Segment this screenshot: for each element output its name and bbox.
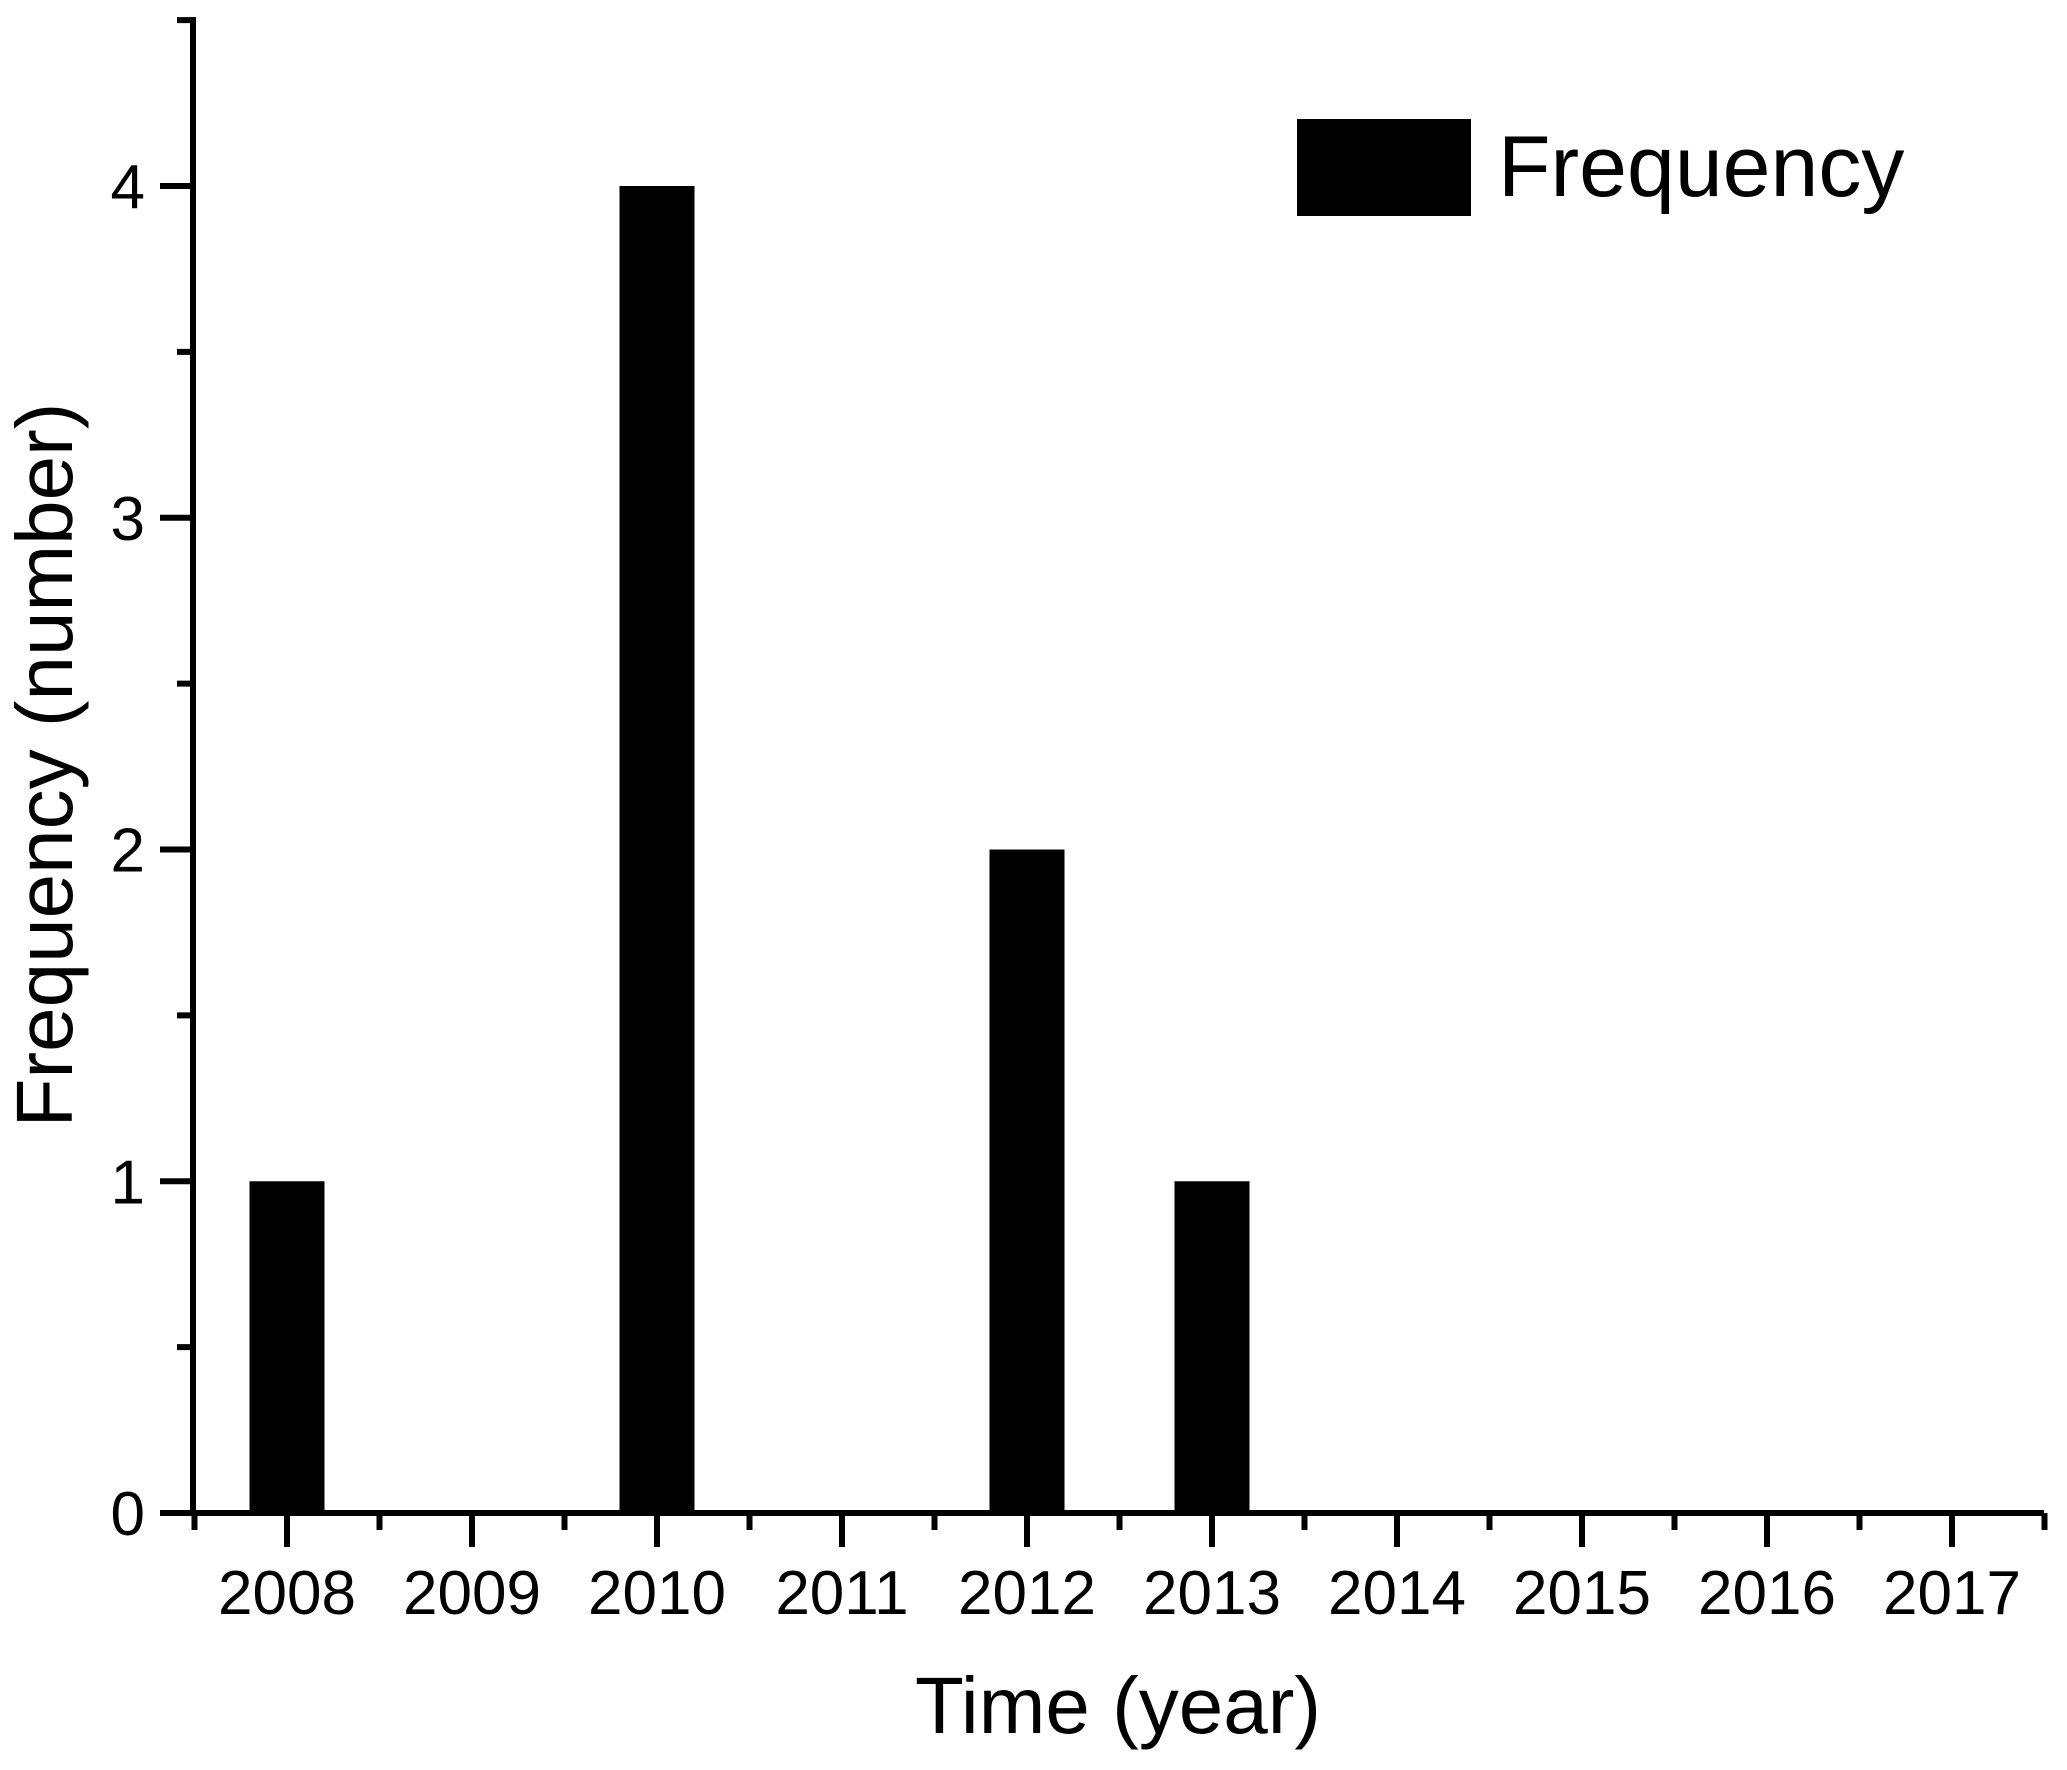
x-tick-label-2011: 2011	[775, 1559, 908, 1628]
y-tick-label-3: 3	[111, 485, 145, 554]
bars-group	[249, 186, 1250, 1513]
x-tick-label-2008: 2008	[218, 1559, 356, 1628]
x-tick-label-2013: 2013	[1143, 1559, 1281, 1628]
y-tick-label-2: 2	[111, 817, 145, 886]
x-tick-label-2010: 2010	[588, 1559, 726, 1628]
x-tick-label-2014: 2014	[1328, 1559, 1466, 1628]
y-tick-label-4: 4	[111, 153, 145, 222]
legend-swatch	[1297, 119, 1471, 216]
x-tick-label-2015: 2015	[1513, 1559, 1651, 1628]
bar-2013	[1174, 1181, 1250, 1513]
x-tick-label-2012: 2012	[958, 1559, 1096, 1628]
legend-label: Frequency	[1498, 119, 1904, 215]
x-tick-label-2009: 2009	[403, 1559, 541, 1628]
y-tick-label-0: 0	[111, 1480, 145, 1549]
bar-2012	[989, 849, 1065, 1513]
y-axis-title: Frequency (number)	[0, 403, 89, 1128]
y-axis: 0 1 2 3 4	[111, 17, 196, 1549]
x-tick-label-2017: 2017	[1883, 1559, 2021, 1628]
bar-2010	[619, 186, 695, 1513]
x-axis: 2008 2009 2010 2011 2012 2013 2014 2015 2016 2017	[190, 1510, 2048, 1628]
x-tick-label-2016: 2016	[1698, 1559, 1836, 1628]
bar-2008	[249, 1181, 325, 1513]
x-axis-title: Time (year)	[915, 1661, 1321, 1750]
y-tick-label-1: 1	[111, 1148, 145, 1217]
legend: Frequency	[1297, 119, 1904, 216]
